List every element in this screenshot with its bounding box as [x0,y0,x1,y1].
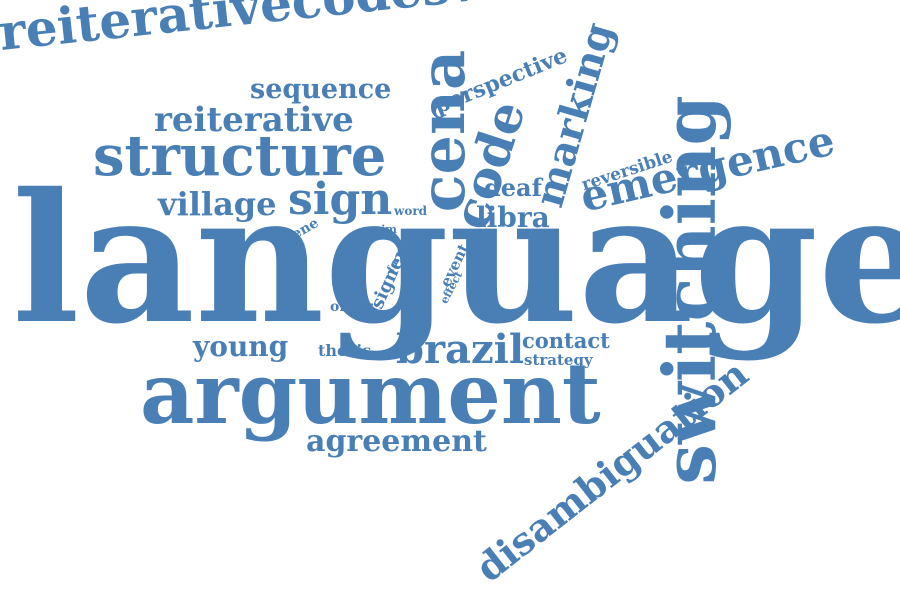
word-deaf: deaf [484,173,542,202]
word-young: young [193,330,289,363]
word-language: language [12,154,900,363]
word-village: village [158,185,277,223]
word-reiterative: reiterative [154,100,354,140]
word-word: word [394,204,428,218]
word-order: order [330,299,373,315]
word-sequence: sequence [250,74,392,105]
word-sign: sign [288,174,393,225]
word-agreement: agreement [306,424,487,459]
word-anim: anim [366,223,397,236]
word-contact: contact [522,328,610,353]
word-structure: structure [93,123,387,189]
word-strategy: strategy [524,351,593,369]
word-argument: argument [140,344,601,443]
word-libra: libra [476,201,550,234]
word-brazil: brazil [396,326,525,373]
word-thesis: thesis [318,341,372,360]
